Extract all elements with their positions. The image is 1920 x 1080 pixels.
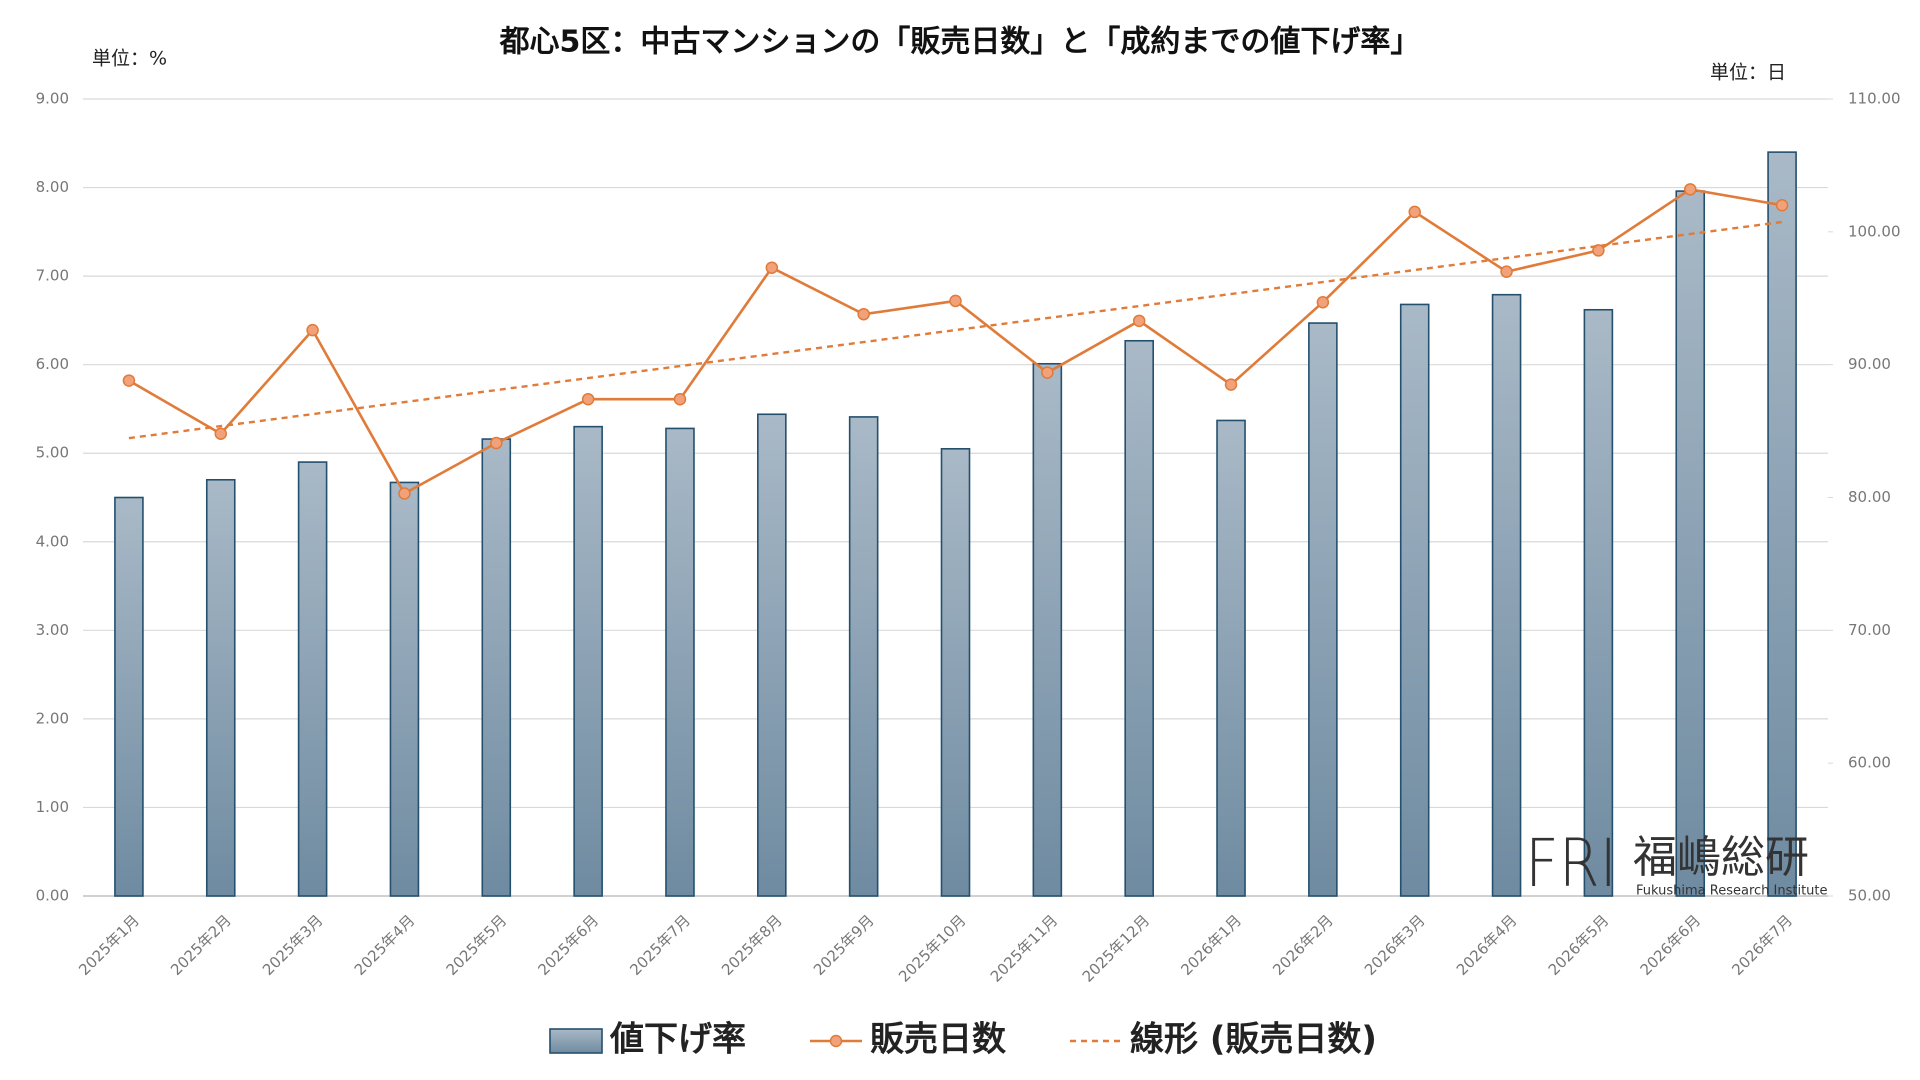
y-tick-label: 1.00 (36, 798, 69, 816)
watermark-subtitle: Fukushima Research Institute (1636, 884, 1828, 899)
line-point (857, 307, 870, 321)
y-tick-label: 4.00 (36, 532, 69, 550)
x-tick-label: 2025年3月 (259, 911, 327, 979)
bar (573, 425, 603, 897)
bar (297, 461, 328, 897)
line-point (1500, 265, 1513, 278)
y2-tick-label: 100.00 (1848, 222, 1901, 240)
chart-title: 都心5区：中古マンションの「販売日数」と「成約までの値下げ率」 (499, 25, 1421, 60)
x-tick-label: 2025年9月 (810, 911, 878, 979)
legend-swatch (549, 1028, 603, 1054)
bar (389, 481, 420, 897)
bar (1124, 339, 1154, 897)
x-tick-label: 2025年7月 (626, 911, 694, 979)
x-tick-label: 2025年1月 (75, 911, 143, 979)
bar (1216, 419, 1246, 897)
line-point (122, 374, 136, 387)
x-tick-label: 2026年5月 (1545, 911, 1613, 979)
y-tick-label: 9.00 (36, 90, 69, 108)
line-point (490, 436, 503, 450)
y-unit-label: 単位：% (92, 48, 167, 70)
x-tick-label: 2025年8月 (718, 911, 786, 979)
bar (481, 438, 512, 897)
x-tick-label: 2026年4月 (1453, 911, 1521, 979)
legend-marker (829, 1034, 843, 1048)
x-tick-label: 2026年6月 (1637, 911, 1705, 979)
bar (1308, 322, 1338, 897)
legend-label: 値下げ率 (609, 1020, 746, 1060)
line-point (1683, 183, 1697, 196)
y-tick-label: 2.00 (36, 709, 69, 727)
legend-label: 販売日数 (870, 1020, 1006, 1060)
y-tick-label: 0.00 (36, 887, 69, 905)
line-point (673, 392, 687, 406)
y-tick-label: 5.00 (36, 444, 69, 462)
legend-label: 線形 (販売日数) (1130, 1020, 1377, 1060)
line-point (1041, 366, 1054, 379)
trendline (128, 220, 1783, 440)
bar (1583, 308, 1614, 897)
x-tick-label: 2026年7月 (1728, 911, 1796, 979)
line-point (581, 392, 595, 406)
bar (848, 416, 879, 897)
bar (205, 478, 236, 897)
watermark-name: 福嶋総研 (1633, 832, 1809, 883)
watermark-logo: FRI (1525, 825, 1617, 902)
x-tick-label: 2025年2月 (167, 911, 235, 979)
y-tick-label: 6.00 (36, 355, 69, 373)
y-tick-label: 8.00 (36, 178, 69, 196)
line (128, 187, 1783, 496)
x-tick-label: 2025年5月 (443, 911, 511, 979)
line-point (1132, 314, 1146, 328)
bar (1675, 190, 1706, 897)
line-point (765, 261, 779, 274)
bar (665, 427, 695, 897)
bar (940, 447, 971, 897)
marks (114, 151, 1797, 897)
y-tick-label: 7.00 (36, 267, 69, 285)
watermark: FRI 福嶋総研 Fukushima Research Institute (1525, 825, 1828, 902)
y2-tick-label: 80.00 (1848, 488, 1891, 506)
x-tick-label: 2025年6月 (534, 911, 602, 979)
line-point (214, 427, 228, 440)
x-tick-label: 2025年10月 (895, 911, 969, 985)
x-tick-label: 2025年11月 (987, 911, 1061, 985)
x-tick-label: 2026年3月 (1361, 911, 1429, 979)
line-point (1316, 295, 1330, 309)
bar (1399, 303, 1430, 897)
x-tick-label: 2026年1月 (1177, 911, 1245, 979)
y2-tick-label: 90.00 (1848, 355, 1891, 373)
line-point (1224, 378, 1238, 391)
line-point (398, 487, 411, 500)
legend: 値下げ率 販売日数 線形 (販売日数) (549, 1020, 1377, 1060)
y-tick-label: 3.00 (36, 621, 69, 639)
y2-tick-label: 110.00 (1848, 90, 1901, 108)
line-point (949, 294, 962, 308)
line-point (306, 323, 319, 337)
line-point (1592, 244, 1605, 257)
bar (1491, 293, 1522, 897)
x-tick-label: 2025年4月 (351, 911, 419, 979)
y2-tick-label: 60.00 (1848, 754, 1891, 772)
bar (1032, 362, 1063, 897)
bar (1767, 151, 1797, 897)
y2-unit-label: 単位：日 (1710, 62, 1786, 84)
line-point (1775, 199, 1789, 212)
bar (114, 496, 144, 897)
bar (757, 413, 787, 897)
y2-tick-label: 50.00 (1848, 887, 1891, 905)
x-tick-label: 2025年12月 (1079, 911, 1153, 985)
x-tick-label: 2026年2月 (1269, 911, 1337, 979)
line-point (1408, 205, 1421, 219)
y2-tick-label: 70.00 (1848, 621, 1891, 639)
